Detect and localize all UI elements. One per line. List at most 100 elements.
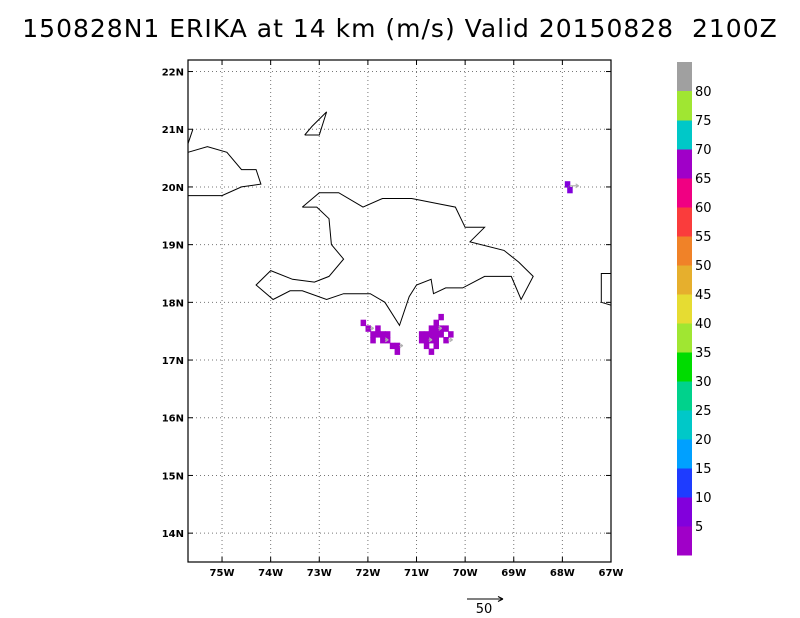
colorbar-label: 65 (695, 172, 712, 187)
colorbar-label: 25 (695, 404, 712, 419)
colorbar-label: 75 (695, 114, 712, 129)
map-plot-area (188, 60, 611, 562)
wind-cell (428, 331, 435, 338)
wind-cell (428, 348, 435, 355)
map-background (188, 60, 611, 562)
colorbar-label: 70 (695, 143, 712, 158)
colorbar-label: 55 (695, 230, 712, 245)
colorbar-label: 40 (695, 317, 712, 332)
lat-tick-label: 17N (162, 356, 184, 367)
colorbar-bin (677, 323, 692, 353)
colorbar-bin (677, 439, 692, 469)
wind-cell (433, 337, 439, 344)
wind-cell (443, 337, 449, 344)
scale-label: 50 (476, 602, 493, 617)
wind-cell (433, 319, 439, 327)
colorbar-bin (677, 497, 692, 527)
lon-tick-label: 73W (307, 568, 332, 579)
coastline (304, 111, 328, 136)
wind-vector-head (575, 183, 579, 189)
colorbar-bin (677, 149, 692, 179)
wind-cell (394, 348, 401, 355)
wind-vector-head (399, 343, 404, 349)
colorbar-bin (677, 294, 692, 324)
speed-colorbar: 5 10 15 20 25 30 35 40 45 50 55 60 65 70 75 80 (677, 62, 712, 556)
wind-cell (433, 325, 439, 332)
wind-cell (438, 331, 444, 338)
wind-cell (389, 342, 396, 350)
wind-cell (564, 181, 571, 188)
colorbar-label: 35 (695, 346, 712, 361)
lat-lon-grid (188, 60, 612, 562)
wind-cell (448, 331, 454, 338)
wind-cell (370, 337, 376, 344)
wind-vector-head (370, 325, 374, 331)
coastline-outlines (187, 111, 612, 327)
wind-cell (360, 319, 367, 327)
lon-tick-label: 69W (501, 568, 526, 579)
wind-cell (380, 331, 386, 338)
lon-tick-label: 68W (550, 568, 575, 579)
wind-cell (423, 331, 430, 338)
wind-cell (375, 325, 381, 332)
map-title: 150828N1 ERIKA at 14 km (m/s) Valid 2015… (22, 14, 778, 43)
colorbar-bin (677, 207, 692, 237)
colorbar-label: 10 (695, 491, 712, 506)
colorbar-label: 5 (695, 520, 703, 535)
lon-tick-label: 75W (210, 568, 235, 579)
lat-tick-label: 22N (162, 68, 184, 79)
colorbar-bin (677, 352, 692, 382)
colorbar-bin (677, 91, 692, 121)
colorbar-label: 80 (695, 85, 712, 100)
wind-cell (380, 337, 386, 344)
colorbar-label: 15 (695, 462, 712, 477)
wind-cell (384, 331, 391, 338)
colorbar-bin (677, 468, 692, 498)
lon-tick-label: 70W (453, 568, 478, 579)
colorbar-bin (677, 410, 692, 440)
map-border (187, 59, 612, 563)
wind-cell (423, 337, 430, 344)
wind-cell (418, 331, 425, 338)
wind-cell (438, 313, 444, 321)
coastline (187, 129, 194, 144)
wind-vector-head (449, 337, 453, 343)
colorbar-bin (677, 178, 692, 208)
lon-tick-label: 72W (355, 568, 380, 579)
lon-tick-label: 71W (404, 568, 429, 579)
wind-cell (428, 325, 435, 332)
lat-tick-label: 15N (162, 471, 184, 482)
coastline (255, 192, 534, 327)
wind-vector-head (438, 325, 443, 331)
wind-cell (567, 186, 573, 194)
colorbar-bin (677, 120, 692, 150)
lat-tick-label: 21N (162, 125, 184, 136)
wind-cell (443, 325, 449, 332)
lat-tick-label: 18N (162, 298, 184, 309)
coastline (187, 146, 262, 197)
colorbar-label: 30 (695, 375, 712, 390)
vector-scale: 50 (467, 596, 504, 617)
wind-cell (433, 331, 439, 338)
wind-cell (375, 331, 381, 338)
wind-cell (423, 342, 430, 350)
scale-arrow-head (497, 596, 504, 602)
lat-tick-label: 19N (162, 241, 184, 252)
wind-vector-head (385, 337, 389, 343)
colorbar-label: 20 (695, 433, 712, 448)
lat-tick-label: 20N (162, 183, 184, 194)
wind-cell (370, 331, 376, 338)
wind-cell (433, 342, 439, 350)
colorbar-bin (677, 526, 692, 556)
colorbar-bin (677, 381, 692, 411)
wind-vector-head (428, 337, 433, 343)
colorbar-bin (677, 236, 692, 266)
colorbar-bin-top (677, 62, 692, 92)
wind-cell (418, 337, 425, 344)
wind-cell (394, 342, 401, 350)
lat-tick-label: 14N (162, 529, 184, 540)
colorbar-label: 50 (695, 259, 712, 274)
colorbar-bin (677, 265, 692, 295)
wind-vectors (370, 183, 579, 349)
